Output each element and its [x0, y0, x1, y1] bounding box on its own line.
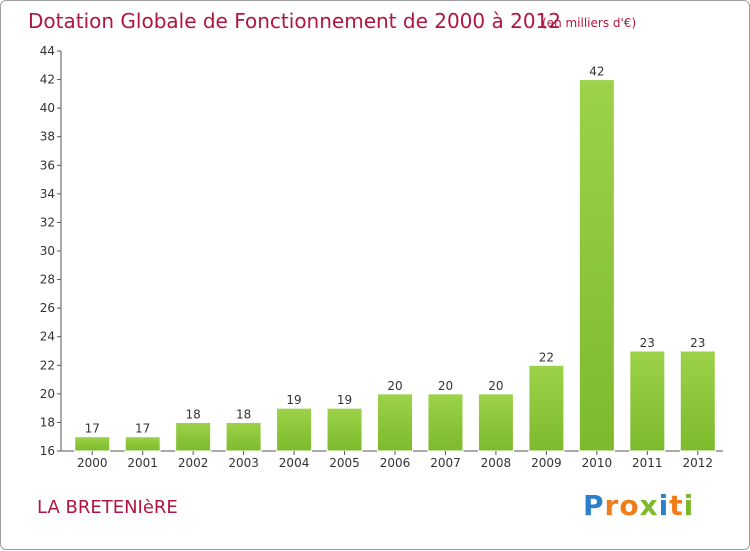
x-tick-label: 2001: [127, 456, 158, 470]
logo-letter: i: [658, 489, 670, 522]
y-tick-label: 28: [40, 273, 55, 287]
bar: [679, 350, 716, 452]
bar-value-label: 20: [488, 379, 503, 393]
x-tick-label: 2011: [632, 456, 663, 470]
x-tick-label: 2005: [329, 456, 360, 470]
y-tick-label: 32: [40, 215, 55, 229]
x-tick-label: 2006: [380, 456, 411, 470]
bar: [326, 407, 363, 452]
y-tick-label: 36: [40, 158, 55, 172]
bar: [528, 364, 565, 452]
bar: [377, 393, 413, 452]
bar: [124, 436, 161, 452]
x-tick-label: 2012: [682, 456, 713, 470]
bar: [629, 350, 666, 452]
logo-letter: P: [583, 489, 605, 522]
proxiti-logo: Proxiti: [583, 489, 694, 522]
logo-letter: r: [604, 489, 620, 522]
bar-value-label: 17: [85, 422, 100, 436]
y-tick-label: 30: [40, 244, 55, 258]
x-tick-label: 2003: [228, 456, 259, 470]
bar-value-label: 42: [589, 65, 604, 79]
bar-value-label: 20: [387, 379, 402, 393]
y-tick-label: 16: [40, 444, 55, 458]
y-tick-label: 18: [40, 415, 55, 429]
y-tick-label: 42: [40, 73, 55, 87]
logo-letter: o: [619, 489, 640, 522]
y-tick-label: 20: [40, 387, 55, 401]
x-tick-label: 2008: [481, 456, 512, 470]
commune-name: LA BRETENIèRE: [37, 497, 178, 518]
bar: [578, 79, 615, 452]
bar: [477, 393, 514, 452]
bar-value-label: 23: [640, 336, 655, 350]
bar-value-label: 18: [186, 407, 201, 421]
bar: [74, 436, 111, 452]
logo-letter: t: [669, 489, 684, 522]
bar-value-label: 17: [135, 422, 150, 436]
bar-value-label: 23: [690, 336, 705, 350]
bar-value-label: 22: [539, 350, 554, 364]
bar-value-label: 19: [286, 393, 301, 407]
y-tick-label: 40: [40, 101, 55, 115]
y-tick-label: 38: [40, 130, 55, 144]
y-tick-label: 44: [40, 44, 55, 58]
x-tick-label: 2010: [582, 456, 613, 470]
bar: [225, 421, 262, 452]
x-tick-label: 2002: [178, 456, 209, 470]
bar: [276, 407, 313, 452]
y-tick-label: 26: [40, 301, 55, 315]
bar-value-label: 18: [236, 407, 251, 421]
x-tick-label: 2009: [531, 456, 562, 470]
y-tick-label: 24: [40, 330, 55, 344]
x-tick-label: 2004: [279, 456, 310, 470]
chart-subtitle: (en milliers d'€): [542, 16, 637, 30]
y-tick-label: 34: [40, 187, 55, 201]
chart-title: Dotation Globale de Fonctionnement de 20…: [28, 9, 561, 33]
y-tick-label: 22: [40, 358, 55, 372]
x-tick-label: 2000: [77, 456, 108, 470]
x-tick-label: 2007: [430, 456, 461, 470]
bar: [175, 421, 212, 452]
logo-letter: x: [639, 489, 659, 522]
bar-value-label: 20: [438, 379, 453, 393]
logo-letter: i: [683, 489, 695, 522]
bar-value-label: 19: [337, 393, 352, 407]
bar: [427, 393, 464, 452]
